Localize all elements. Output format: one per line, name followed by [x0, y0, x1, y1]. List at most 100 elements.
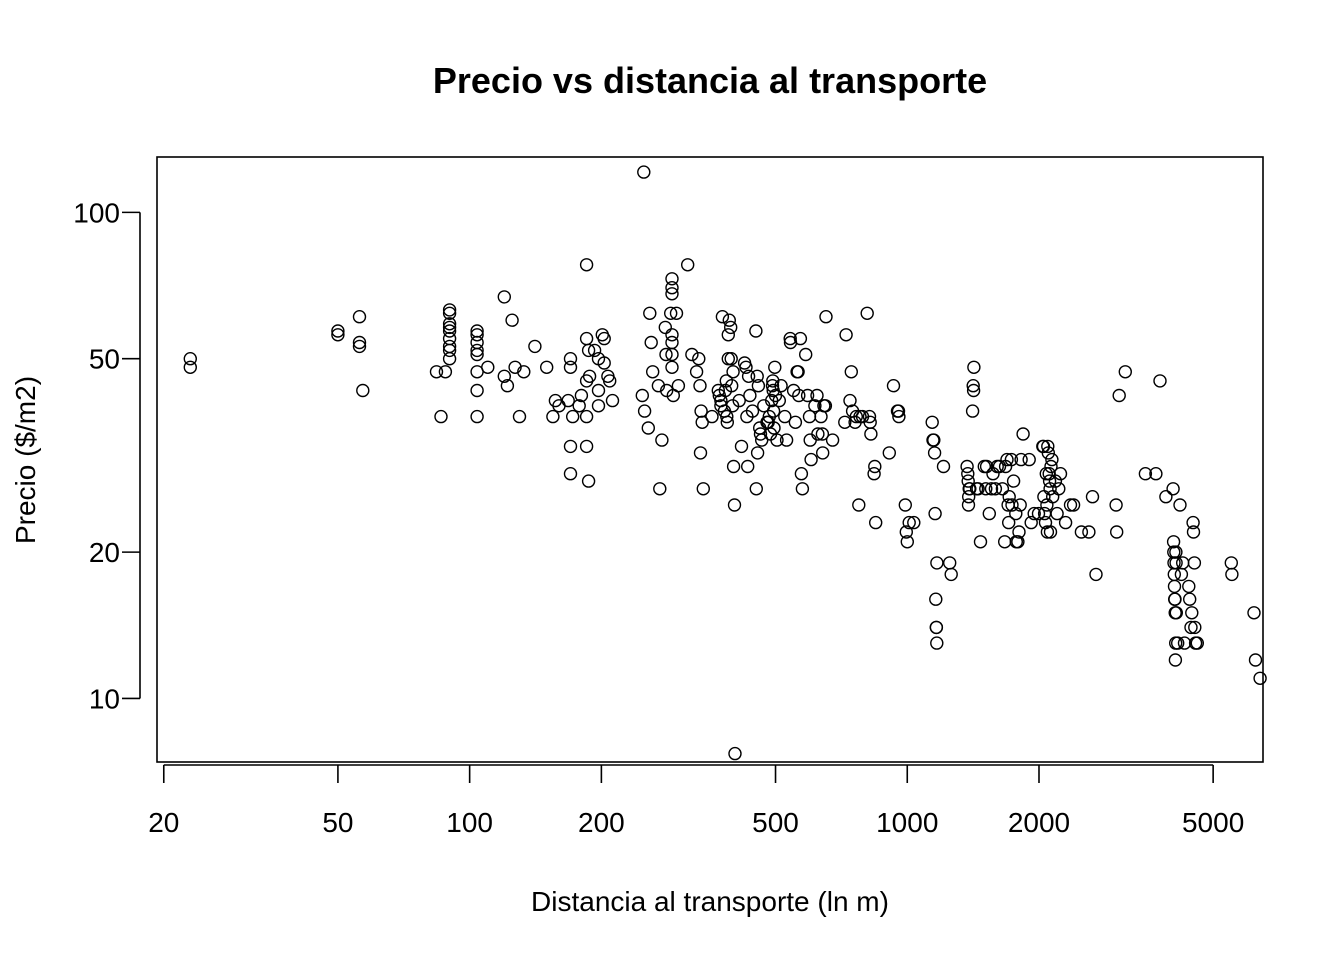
y-axis-label: Precio ($/m2) — [10, 376, 41, 544]
data-point — [1002, 490, 1016, 504]
data-point — [739, 360, 753, 374]
data-point — [1167, 567, 1182, 582]
data-point — [591, 383, 606, 398]
data-point — [966, 383, 981, 398]
data-point — [844, 365, 858, 379]
data-point — [442, 352, 457, 366]
data-point — [566, 409, 580, 424]
data-point — [1188, 620, 1202, 635]
y-axis: 10 20 50 100 — [73, 197, 141, 714]
data-point — [852, 498, 866, 512]
data-point — [774, 379, 788, 393]
data-point — [1000, 452, 1014, 467]
data-point — [517, 365, 531, 379]
data-point — [869, 515, 883, 530]
data-point — [900, 535, 914, 549]
data-point — [1011, 535, 1025, 549]
data-point — [818, 399, 833, 413]
data-point — [1109, 498, 1123, 512]
data-point — [1224, 556, 1239, 570]
data-point — [886, 379, 901, 393]
data-point — [929, 592, 943, 606]
data-point — [665, 272, 679, 286]
data-point — [804, 452, 818, 467]
data-point — [1149, 467, 1163, 481]
data-point — [791, 365, 805, 379]
data-point — [685, 347, 699, 362]
data-point — [967, 360, 981, 374]
data-point — [902, 515, 916, 530]
data-point — [891, 404, 906, 418]
data-point — [587, 343, 602, 358]
data-point — [1013, 498, 1027, 512]
data-point — [1048, 474, 1063, 488]
data-points — [183, 165, 1267, 761]
data-point — [1082, 525, 1096, 539]
data-point — [1118, 365, 1133, 379]
data-point — [434, 409, 448, 424]
data-point — [979, 482, 993, 496]
data-point — [720, 409, 734, 424]
data-point — [839, 328, 853, 342]
data-point — [1225, 567, 1239, 582]
data-point — [579, 331, 594, 346]
data-point — [868, 459, 882, 474]
data-point — [561, 393, 575, 408]
data-point — [1182, 592, 1197, 606]
data-point — [1170, 636, 1185, 650]
data-point — [665, 328, 679, 342]
data-point — [862, 409, 877, 424]
data-point — [352, 310, 367, 324]
data-point — [505, 313, 519, 327]
data-point — [183, 360, 198, 374]
data-point — [572, 399, 586, 413]
data-point — [637, 165, 651, 179]
data-point — [665, 335, 679, 350]
data-point — [1169, 545, 1183, 559]
data-point — [810, 388, 824, 403]
data-point — [1012, 525, 1026, 539]
data-point — [802, 409, 817, 424]
data-point — [930, 636, 944, 650]
data-point — [1186, 525, 1201, 539]
data-point — [605, 393, 620, 408]
data-point — [838, 415, 852, 429]
data-point — [1109, 525, 1124, 539]
data-point — [1166, 482, 1180, 496]
data-point — [1167, 579, 1182, 594]
data-point — [1045, 452, 1059, 467]
data-point — [1022, 452, 1036, 467]
data-point — [470, 409, 484, 424]
data-point — [1248, 653, 1263, 667]
data-point — [749, 482, 763, 496]
data-point — [995, 482, 1010, 496]
data-point — [352, 339, 367, 354]
data-point — [659, 347, 673, 362]
data-point — [597, 356, 611, 370]
data-point — [988, 482, 1003, 496]
data-point — [779, 433, 794, 447]
data-point — [724, 352, 738, 366]
data-point — [751, 379, 766, 393]
data-point — [692, 352, 706, 366]
data-point — [579, 258, 594, 272]
data-point — [711, 383, 725, 398]
x-axis: 20 50 100 200 500 1000 2000 5000 — [148, 764, 1244, 838]
data-point — [766, 404, 781, 418]
x-tick-label: 200 — [578, 807, 625, 838]
data-point — [849, 409, 863, 424]
data-point — [1044, 459, 1058, 474]
data-point — [1041, 446, 1056, 460]
data-point — [1190, 636, 1205, 650]
data-point — [727, 498, 742, 512]
data-point — [637, 404, 652, 418]
data-point — [671, 379, 686, 393]
data-point — [734, 439, 749, 454]
data-point — [442, 306, 457, 320]
data-point — [745, 404, 760, 418]
data-point — [641, 421, 655, 435]
data-point — [582, 369, 597, 383]
data-point — [965, 404, 980, 418]
data-point — [793, 331, 808, 346]
data-point — [843, 393, 857, 408]
